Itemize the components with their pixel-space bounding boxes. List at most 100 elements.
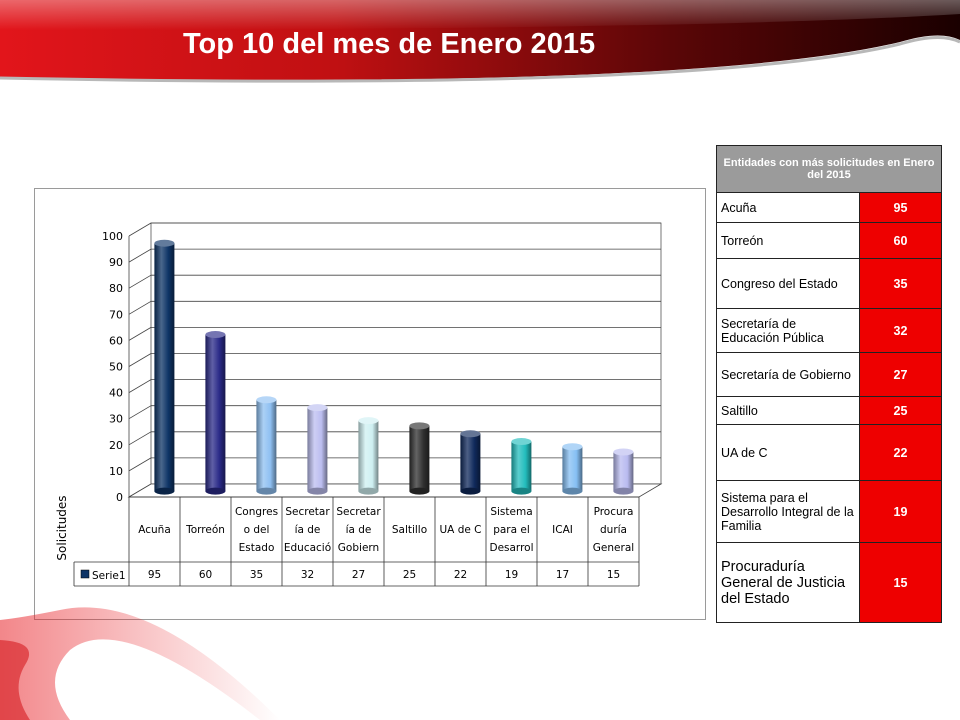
ranking-value: 22 [859, 424, 942, 481]
bar [562, 443, 583, 495]
x-tick-label: Torreón [185, 524, 225, 536]
bar [307, 404, 328, 495]
gridline [128, 248, 152, 263]
bar-base [307, 487, 328, 495]
bar-top [358, 417, 379, 425]
legend-series-name: Serie1 [92, 570, 126, 582]
bar [256, 396, 277, 495]
gridline [128, 353, 152, 367]
bar-body [613, 452, 634, 492]
ranking-value: 60 [859, 222, 942, 259]
y-tick-label: 0 [116, 491, 123, 504]
bar-base [154, 487, 175, 495]
ranking-entity-name: Congreso del Estado [716, 258, 860, 309]
gridline [128, 327, 152, 341]
x-tick-label: Sistema [490, 506, 532, 518]
bar-body [511, 441, 532, 492]
x-tick-label: Secretar [336, 506, 381, 518]
gridline [128, 274, 152, 289]
bar-top [409, 422, 430, 430]
bar-top [511, 438, 532, 446]
bar-body [460, 433, 481, 492]
ranking-entity-name: UA de C [716, 424, 860, 481]
data-label: 25 [403, 569, 416, 581]
ranking-value: 25 [859, 396, 942, 425]
gridline [128, 457, 152, 472]
bar-base [205, 487, 226, 495]
x-tick-label: Procura [594, 506, 634, 518]
bar-body [358, 420, 379, 492]
bar-base [613, 487, 634, 495]
ranking-row: Secretaría de Educación Pública 32 [716, 308, 942, 353]
gridline [128, 300, 152, 315]
bar [154, 239, 175, 495]
data-label: 27 [352, 569, 365, 581]
y-axis-label: Solicitudes [55, 495, 69, 560]
bar-body [154, 243, 175, 492]
bar-base [562, 487, 583, 495]
data-label: 22 [454, 569, 467, 581]
bar-body [205, 334, 226, 492]
data-label: 32 [301, 569, 314, 581]
legend-key [80, 569, 90, 579]
x-tick-label: Gobiern [338, 542, 379, 554]
y-tick-label: 100 [102, 230, 123, 243]
bar [613, 448, 634, 495]
ranking-row: Procuraduría General de Justicia del Est… [716, 542, 942, 623]
ranking-row: UA de C 22 [716, 424, 942, 481]
bar-top [613, 448, 634, 456]
ranking-value: 27 [859, 352, 942, 397]
bar-body [256, 399, 277, 492]
bar-top [307, 404, 328, 412]
ranking-row: Secretaría de Gobierno 27 [716, 352, 942, 397]
ranking-entity-name: Torreón [716, 222, 860, 259]
bar-base [409, 487, 430, 495]
ranking-entity-name: Acuña [716, 192, 860, 223]
bar [205, 331, 226, 495]
ranking-row: Acuña 95 [716, 192, 942, 223]
bar-body [307, 407, 328, 492]
ranking-table-header: Entidades con más solicitudes en Enero d… [716, 145, 942, 193]
x-tick-label: Estado [239, 542, 275, 554]
bars [154, 239, 634, 495]
bar [358, 417, 379, 495]
bar [460, 430, 481, 495]
data-label: 95 [148, 569, 161, 581]
ranking-value: 35 [859, 258, 942, 309]
y-tick-label: 60 [109, 334, 123, 347]
gridline [128, 379, 152, 393]
data-label: 19 [505, 569, 518, 581]
ranking-row: Saltillo 25 [716, 396, 942, 425]
x-tick-label: General [593, 542, 634, 554]
x-tick-label: Saltillo [392, 524, 427, 536]
bar-base [256, 487, 277, 495]
x-tick-label: Congres [235, 506, 278, 518]
ranking-value: 19 [859, 480, 942, 543]
y-tick-label: 90 [109, 256, 123, 269]
bar-body [562, 446, 583, 492]
bar-top [460, 430, 481, 438]
y-tick-label: 50 [109, 361, 123, 374]
x-tick-label: Acuña [138, 524, 171, 536]
ranking-table: Entidades con más solicitudes en Enero d… [716, 145, 942, 623]
x-tick-label: duría [600, 524, 627, 536]
data-label: 60 [199, 569, 212, 581]
bar [511, 438, 532, 495]
ranking-entity-name: Saltillo [716, 396, 860, 425]
x-tick-label: Educació [284, 542, 331, 554]
ranking-entity-name: Secretaría de Educación Pública [716, 308, 860, 353]
bar [409, 422, 430, 495]
bar-top [154, 239, 175, 247]
y-tick-label: 70 [109, 308, 123, 321]
data-label: 15 [607, 569, 620, 581]
page-title: Top 10 del mes de Enero 2015 [183, 28, 596, 60]
y-tick-label: 30 [109, 413, 123, 426]
x-tick-label: Secretar [285, 506, 330, 518]
ranking-row: Congreso del Estado 35 [716, 258, 942, 309]
data-table: Acuña 95 Torreón 60 Congres o del Estado 35 Secr… [73, 496, 640, 587]
gridline [128, 431, 152, 446]
chart: 0 10 20 30 40 50 60 70 80 90 100 Acuña 95 Torreón 60 C… [55, 222, 663, 587]
gridline [128, 222, 152, 237]
ranking-row: Torreón 60 [716, 222, 942, 259]
x-tick-label: ICAI [552, 524, 573, 536]
